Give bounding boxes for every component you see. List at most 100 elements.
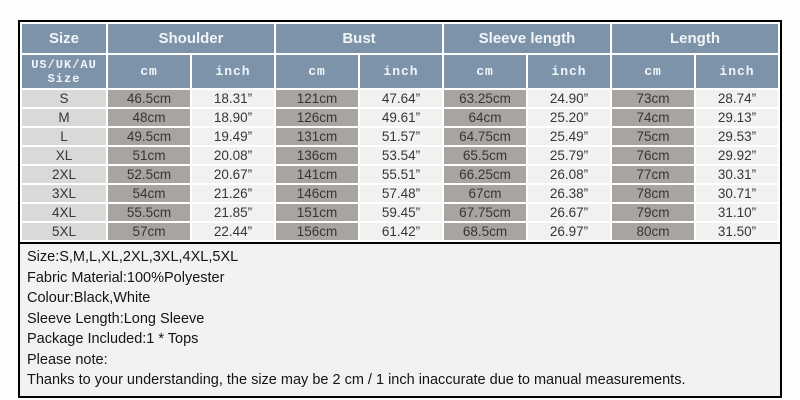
measurement-value-cell: 67.75cm — [444, 204, 526, 221]
column-header-shoulder: Shoulder — [108, 24, 274, 53]
column-header-bust: Bust — [276, 24, 442, 53]
subheader-sleeve-cm: cm — [444, 55, 526, 88]
measurement-value-cell: 61.42” — [360, 223, 442, 240]
size-value-cell: XL — [22, 147, 106, 164]
size-value-cell: 4XL — [22, 204, 106, 221]
measurement-value-cell: 80cm — [612, 223, 694, 240]
measurement-value-cell: 146cm — [276, 185, 358, 202]
table-row: 3XL 54cm 21.26” 146cm 57.48” 67cm 26.38” 78cm 30… — [22, 185, 778, 202]
measurement-value-cell: 29.92” — [696, 147, 778, 164]
size-value-cell: L — [22, 128, 106, 145]
subheader-length-inch: inch — [696, 55, 778, 88]
measurement-value-cell: 26.97” — [528, 223, 610, 240]
measurement-value-cell: 52.5cm — [108, 166, 190, 183]
table-row: 4XL 55.5cm 21.85” 151cm 59.45” 67.75cm 26.67” 7… — [22, 204, 778, 221]
table-row: XL 51cm 20.08” 136cm 53.54” 65.5cm 25.79” 76cm 2… — [22, 147, 778, 164]
measurement-value-cell: 53.54” — [360, 147, 442, 164]
measurement-value-cell: 20.67” — [192, 166, 274, 183]
measurement-value-cell: 76cm — [612, 147, 694, 164]
measurement-value-cell: 57.48” — [360, 185, 442, 202]
subheader-length-cm: cm — [612, 55, 694, 88]
measurement-value-cell: 22.44” — [192, 223, 274, 240]
measurement-value-cell: 48cm — [108, 109, 190, 126]
measurement-value-cell: 26.38” — [528, 185, 610, 202]
measurement-value-cell: 64.75cm — [444, 128, 526, 145]
measurement-value-cell: 26.08” — [528, 166, 610, 183]
measurement-value-cell: 66.25cm — [444, 166, 526, 183]
measurement-value-cell: 21.26” — [192, 185, 274, 202]
measurement-value-cell: 47.64” — [360, 90, 442, 107]
size-value-cell: 3XL — [22, 185, 106, 202]
measurement-value-cell: 30.31” — [696, 166, 778, 183]
measurement-value-cell: 121cm — [276, 90, 358, 107]
product-notes: Size:S,M,L,XL,2XL,3XL,4XL,5XL Fabric Mat… — [18, 242, 782, 398]
table-row: M 48cm 18.90” 126cm 49.61” 64cm 25.20” 74cm 29.1… — [22, 109, 778, 126]
measurement-value-cell: 59.45” — [360, 204, 442, 221]
measurement-value-cell: 49.5cm — [108, 128, 190, 145]
subheader-shoulder-cm: cm — [108, 55, 190, 88]
measurement-value-cell: 64cm — [444, 109, 526, 126]
table-row: 5XL 57cm 22.44” 156cm 61.42” 68.5cm 26.97” 80cm… — [22, 223, 778, 240]
measurement-value-cell: 54cm — [108, 185, 190, 202]
size-value-cell: 2XL — [22, 166, 106, 183]
measurement-value-cell: 126cm — [276, 109, 358, 126]
measurement-value-cell: 25.20” — [528, 109, 610, 126]
measurement-value-cell: 51.57” — [360, 128, 442, 145]
measurement-value-cell: 28.74” — [696, 90, 778, 107]
measurement-value-cell: 29.53” — [696, 128, 778, 145]
measurement-value-cell: 74cm — [612, 109, 694, 126]
measurement-value-cell: 131cm — [276, 128, 358, 145]
note-fabric-material: Fabric Material:100%Polyester — [27, 269, 225, 286]
note-please-note: Please note: — [27, 351, 108, 368]
measurement-value-cell: 19.49” — [192, 128, 274, 145]
table-row: S 46.5cm 18.31” 121cm 47.64” 63.25cm 24.90” 73c… — [22, 90, 778, 107]
measurement-value-cell: 136cm — [276, 147, 358, 164]
measurement-value-cell: 151cm — [276, 204, 358, 221]
measurement-value-cell: 68.5cm — [444, 223, 526, 240]
measurement-value-cell: 25.79” — [528, 147, 610, 164]
size-value-cell: M — [22, 109, 106, 126]
measurement-value-cell: 26.67” — [528, 204, 610, 221]
measurement-value-cell: 67cm — [444, 185, 526, 202]
subheader-bust-cm: cm — [276, 55, 358, 88]
header-group-row: Size Shoulder Bust Sleeve length Length — [22, 24, 778, 53]
measurement-value-cell: 24.90” — [528, 90, 610, 107]
measurement-value-cell: 156cm — [276, 223, 358, 240]
note-package-included: Package Included:1 * Tops — [27, 331, 199, 347]
note-size: Size:S,M,L,XL,2XL,3XL,4XL,5XL — [27, 249, 239, 265]
table-row: 2XL 52.5cm 20.67” 141cm 55.51” 66.25cm 26.08” 7… — [22, 166, 778, 183]
measurement-value-cell: 18.31” — [192, 90, 274, 107]
measurement-value-cell: 73cm — [612, 90, 694, 107]
measurement-value-cell: 30.71” — [696, 185, 778, 202]
note-colour: Colour:Black,White — [27, 290, 151, 306]
measurement-value-cell: 75cm — [612, 128, 694, 145]
size-value-cell: S — [22, 90, 106, 107]
subheader-bust-inch: inch — [360, 55, 442, 88]
measurement-value-cell: 63.25cm — [444, 90, 526, 107]
size-value-cell: 5XL — [22, 223, 106, 240]
header-unit-row: US/UK/AU Size cm inch cm inch cm inch cm… — [22, 55, 778, 88]
measurement-value-cell: 46.5cm — [108, 90, 190, 107]
measurement-value-cell: 79cm — [612, 204, 694, 221]
measurement-value-cell: 51cm — [108, 147, 190, 164]
measurement-value-cell: 55.51” — [360, 166, 442, 183]
measurement-value-cell: 57cm — [108, 223, 190, 240]
measurement-value-cell: 78cm — [612, 185, 694, 202]
note-disclaimer: Thanks to your understanding, the size m… — [27, 372, 686, 388]
subheader-sleeve-inch: inch — [528, 55, 610, 88]
measurement-value-cell: 20.08” — [192, 147, 274, 164]
size-table-header: Size Shoulder Bust Sleeve length Length … — [22, 24, 778, 88]
measurement-value-cell: 77cm — [612, 166, 694, 183]
measurement-value-cell: 25.49” — [528, 128, 610, 145]
measurement-value-cell: 31.50” — [696, 223, 778, 240]
column-header-sleeve-length: Sleeve length — [444, 24, 610, 53]
size-table: Size Shoulder Bust Sleeve length Length … — [18, 20, 782, 244]
table-row: L 49.5cm 19.49” 131cm 51.57” 64.75cm 25.49” 75c… — [22, 128, 778, 145]
measurement-value-cell: 31.10” — [696, 204, 778, 221]
note-sleeve-length: Sleeve Length:Long Sleeve — [27, 310, 205, 327]
subheader-us-uk-au-size: US/UK/AU Size — [22, 55, 106, 88]
size-chart: Size Shoulder Bust Sleeve length Length … — [18, 20, 782, 398]
column-header-size: Size — [22, 24, 106, 53]
measurement-value-cell: 29.13” — [696, 109, 778, 126]
